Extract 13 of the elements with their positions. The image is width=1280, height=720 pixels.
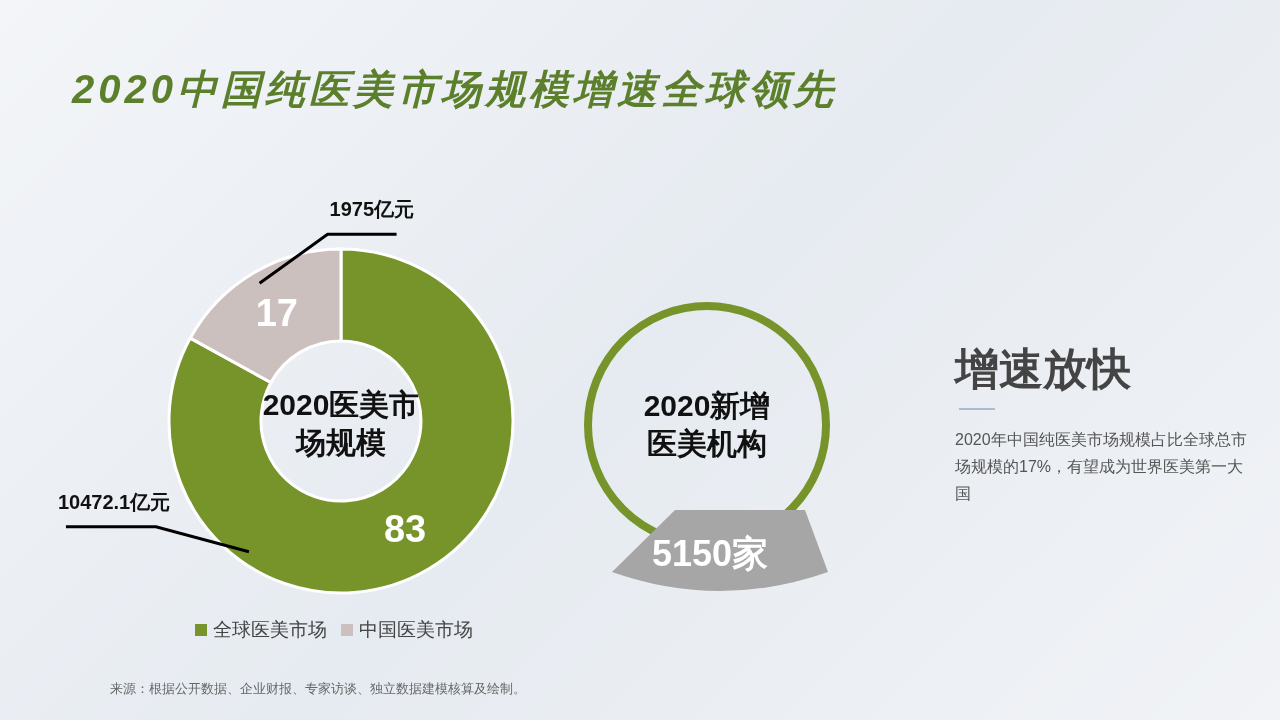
- text: 5150家: [650, 532, 770, 576]
- chart-title: 2020中国纯医美市场规模增速全球领先: [72, 66, 837, 113]
- legend-label: 全球医美市场: [212, 619, 327, 640]
- data-label: 83: [384, 508, 427, 551]
- data-label: 17: [255, 291, 298, 334]
- text: 2020年中国纯医美市场规模占比全球总市场规模的17%，有望成为世界医美第一大国: [955, 430, 1247, 504]
- text: 2020医美市场规模: [261, 387, 421, 461]
- source-note: 来源：根据公开数据、企业财报、专家访谈、独立数据建模核算及绘制。: [110, 680, 526, 698]
- legend-label: 中国医美市场: [358, 619, 473, 640]
- text: 1975亿元: [329, 197, 415, 223]
- text: 10472.1亿元: [57, 489, 171, 515]
- text: 2020新增医美机构: [642, 388, 772, 462]
- text: 增速放快: [955, 343, 1131, 395]
